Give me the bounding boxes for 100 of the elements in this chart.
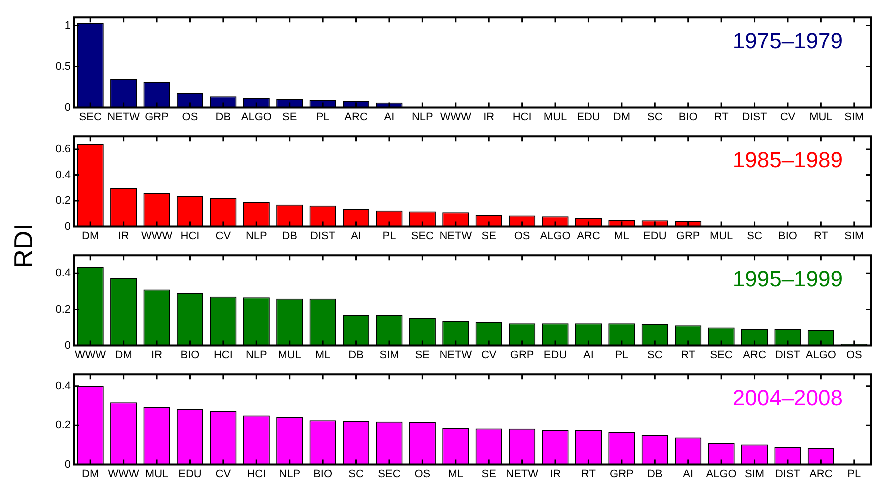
x-tick-label: SIM <box>380 349 400 362</box>
x-tick-label: NLP <box>412 111 434 124</box>
x-tick-label: DB <box>216 111 232 124</box>
x-tick-label: ARC <box>577 230 600 242</box>
x-tick-label: GRP <box>145 111 169 124</box>
x-tick-label: CV <box>216 230 232 242</box>
x-tick-label: SEC <box>710 349 733 362</box>
x-tick-label: SC <box>747 230 762 242</box>
x-tick-label: SE <box>482 230 496 242</box>
x-tick-label: RT <box>581 468 596 480</box>
x-tick-label: SIM <box>844 230 864 242</box>
y-tick-label: 0.4 <box>56 169 71 182</box>
x-tick-label: RT <box>814 230 829 242</box>
x-tick-label: EDU <box>577 111 600 124</box>
x-tick-label: DB <box>348 349 364 362</box>
x-tick-label: ALGO <box>806 349 837 362</box>
x-tick-label: BIO <box>314 468 333 480</box>
x-tick-label: CV <box>780 111 796 124</box>
x-tick-label: WWW <box>108 468 140 480</box>
y-tick-label: 0.2 <box>56 420 71 432</box>
y-tick-label: 0 <box>64 220 71 233</box>
x-tick-label: MUL <box>810 111 833 124</box>
text: 1975–1979 <box>732 28 843 54</box>
x-tick-label: NLP <box>279 468 301 480</box>
x-tick-label: DM <box>115 349 132 362</box>
x-tick-label: MUL <box>544 111 568 124</box>
x-tick-label: OS <box>514 230 530 242</box>
text: 2004–2008 <box>732 386 843 411</box>
x-tick-label: SEC <box>378 468 401 480</box>
x-tick-label: MUL <box>710 230 734 242</box>
x-tick-label: BIO <box>778 230 798 242</box>
x-tick-label: ML <box>448 468 464 480</box>
x-tick-label: DIST <box>775 468 801 480</box>
x-tick-label: AI <box>683 468 694 480</box>
x-tick-label: NETW <box>440 349 473 362</box>
x-tick-label: DM <box>82 468 100 480</box>
x-tick-label: ARC <box>810 468 833 480</box>
x-tick-label: CV <box>216 468 232 480</box>
x-tick-label: SIM <box>744 468 765 480</box>
x-tick-label: ML <box>315 349 331 362</box>
x-tick-label: NLP <box>246 230 268 242</box>
x-tick-label: SC <box>648 111 663 124</box>
y-tick-label: 0.4 <box>56 380 71 392</box>
x-tick-label: SEC <box>411 230 434 242</box>
x-tick-label: WWW <box>440 111 472 124</box>
x-tick-label: IR <box>550 468 562 480</box>
x-tick-label: GRP <box>510 349 534 362</box>
x-tick-label: RT <box>714 111 730 124</box>
x-tick-label: EDU <box>644 230 667 242</box>
x-tick-label: PL <box>848 468 862 480</box>
y-tick-label: 0.2 <box>56 195 71 208</box>
x-tick-label: RT <box>681 349 696 362</box>
y-tick-label: 0.6 <box>56 144 71 156</box>
x-tick-label: ALGO <box>241 111 272 124</box>
x-tick-label: EDU <box>544 349 568 362</box>
x-tick-label: DIST <box>775 349 801 362</box>
x-tick-label: OS <box>414 468 431 480</box>
x-tick-label: DIST <box>742 111 768 124</box>
x-tick-label: DIST <box>310 230 336 242</box>
x-tick-label: HCI <box>214 349 233 362</box>
x-tick-label: MUL <box>145 468 169 480</box>
x-tick-label: IR <box>484 111 495 124</box>
x-tick-label: ML <box>614 230 630 242</box>
x-tick-label: DB <box>648 468 663 480</box>
x-tick-label: IR <box>152 349 163 362</box>
x-tick-label: SE <box>415 349 430 362</box>
x-tick-label: ARC <box>344 111 368 124</box>
y-axis-title: RDI <box>8 224 40 268</box>
x-tick-label: DM <box>613 111 630 124</box>
x-tick-label: ARC <box>743 349 766 362</box>
y-tick-label: 0.2 <box>56 304 71 316</box>
x-tick-label: NETW <box>506 468 540 480</box>
y-tick-label: 0.4 <box>56 268 71 280</box>
x-tick-label: MUL <box>278 349 302 362</box>
x-tick-label: AI <box>351 230 362 242</box>
x-tick-label: SC <box>648 349 663 362</box>
x-tick-label: AI <box>384 111 395 124</box>
x-tick-label: BIO <box>180 349 200 362</box>
x-tick-label: GRP <box>676 230 700 242</box>
x-tick-label: ALGO <box>706 468 738 480</box>
x-tick-label: BIO <box>678 111 698 124</box>
x-tick-label: WWW <box>75 349 107 362</box>
x-tick-label: SC <box>348 468 364 480</box>
x-tick-label: DM <box>82 230 100 242</box>
x-tick-label: HCI <box>512 111 532 124</box>
x-tick-label: NETW <box>440 230 473 242</box>
y-tick-label: 0 <box>64 458 71 471</box>
x-tick-label: EDU <box>178 468 202 480</box>
x-tick-label: GRP <box>610 468 634 480</box>
text: 1995–1999 <box>732 266 843 292</box>
x-tick-label: HCI <box>180 230 200 242</box>
x-tick-label: HCI <box>247 468 266 480</box>
x-tick-label: IR <box>118 230 130 242</box>
x-tick-label: AI <box>584 349 594 362</box>
y-tick-label: 0 <box>64 340 71 352</box>
x-tick-label: WWW <box>141 230 174 242</box>
y-tick-label: 0 <box>64 102 71 114</box>
x-tick-label: SEC <box>79 111 102 124</box>
x-tick-label: PL <box>316 111 330 124</box>
x-tick-label: OS <box>846 349 862 362</box>
